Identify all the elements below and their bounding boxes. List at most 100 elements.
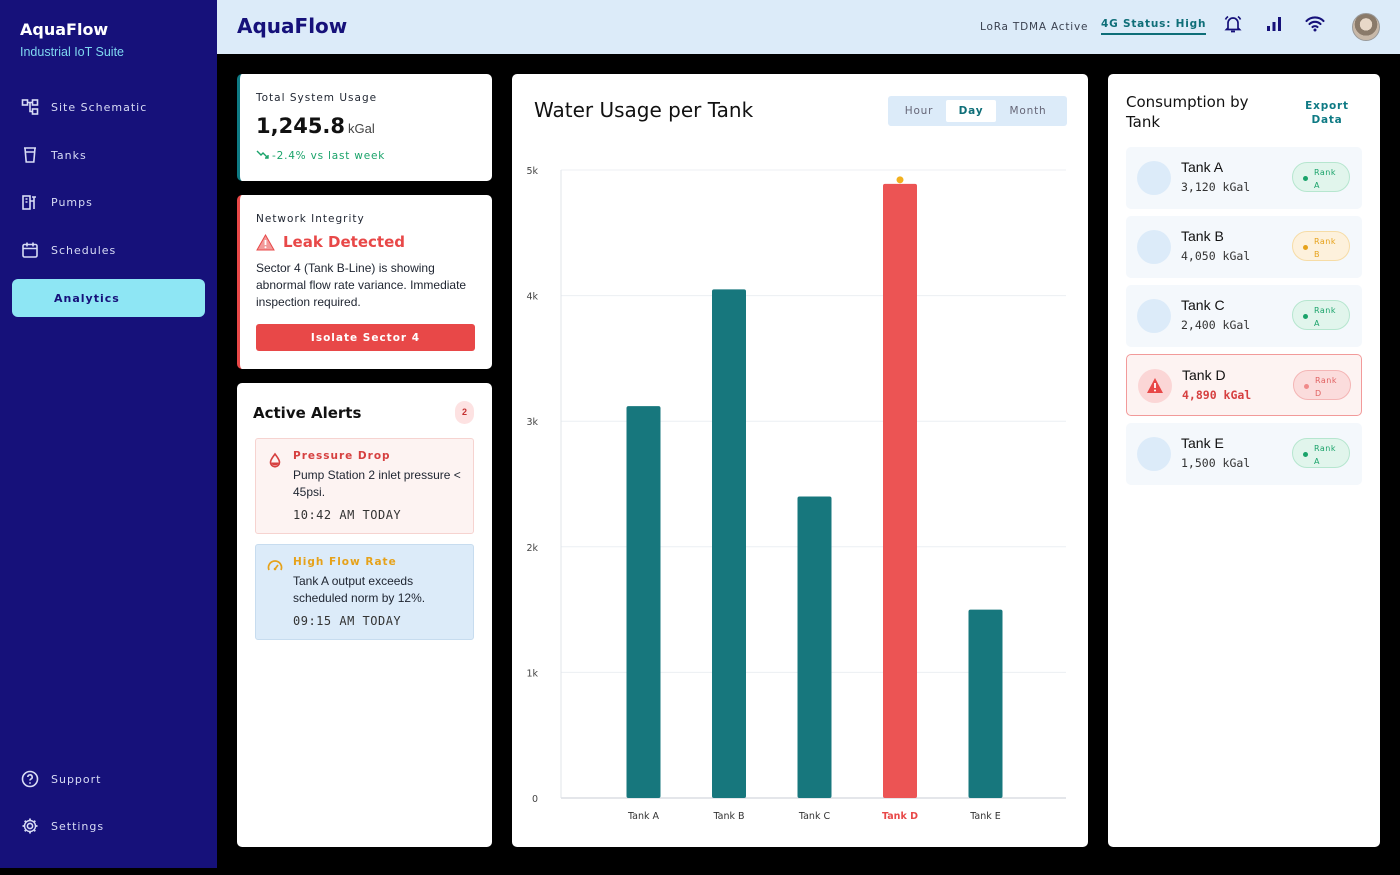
x-tick-label: Tank D: [882, 811, 918, 822]
trend-down-icon: [256, 150, 269, 159]
x-tick-label: Tank C: [798, 811, 831, 822]
tank-name: Tank A: [1181, 159, 1224, 175]
tank-value: 2,400 kGal: [1181, 318, 1251, 332]
alerts-count-badge: 2: [455, 401, 474, 424]
signal-icon[interactable]: [1264, 14, 1284, 34]
sidebar-item-pumps[interactable]: Pumps: [12, 183, 205, 221]
schematic-icon: [21, 99, 39, 115]
rank-badge: Rank A: [1292, 162, 1350, 192]
rank-word: Rank: [1314, 306, 1336, 315]
lora-status: LoRa TDMA Active: [980, 21, 1089, 33]
usage-number: 1,245.8: [256, 114, 346, 138]
alert-description: Pump Station 2 inlet pressure < 45psi.: [293, 468, 461, 499]
bar-chart: 0 1k 2k 3k 4k 5k Tank A Tank B Tank C Tank D Tank …: [526, 166, 1066, 822]
wifi-icon[interactable]: [1305, 14, 1325, 34]
rank-letter: D: [1315, 389, 1322, 398]
rank-badge: Rank A: [1292, 438, 1350, 468]
sidebar-item-label: Tanks: [51, 148, 87, 162]
gear-icon: [22, 818, 38, 834]
usage-unit: kGal: [348, 121, 375, 136]
alert-item-high-flow-rate[interactable]: High Flow Rate Tank A output exceeds sch…: [255, 544, 474, 640]
rank-badge: Rank A: [1292, 300, 1350, 330]
usage-trend: -2.4% vs last week: [256, 150, 385, 162]
y-tick-label: 4k: [526, 292, 538, 303]
y-tick-label: 2k: [526, 543, 538, 554]
network-integrity-card: Network Integrity Leak Detected Sector 4…: [237, 195, 492, 369]
tank-name: Tank C: [1181, 297, 1225, 313]
rank-badge: Rank B: [1292, 231, 1350, 261]
leak-title-text: Leak Detected: [283, 233, 405, 251]
avatar[interactable]: [1352, 13, 1380, 41]
alert-description: Tank A output exceeds scheduled norm by …: [293, 574, 426, 605]
tank-indicator: [1137, 230, 1171, 264]
y-tick-label: 5k: [526, 166, 538, 177]
sidebar-item-settings[interactable]: Settings: [12, 807, 205, 845]
sidebar-item-label: Analytics: [54, 291, 120, 305]
warning-icon: [1147, 378, 1163, 393]
alert-time: 09:15 AM TODAY: [293, 614, 402, 628]
tank-indicator: [1138, 369, 1172, 403]
y-tick-label: 1k: [526, 668, 538, 679]
usage-trend-text: -2.4% vs last week: [272, 150, 386, 162]
range-month-button[interactable]: Month: [1009, 105, 1047, 117]
range-selector: Hour Day Month: [888, 96, 1067, 126]
tank-value: 1,500 kGal: [1181, 456, 1251, 470]
brand-subtitle: Industrial IoT Suite: [20, 45, 124, 59]
pump-icon: [22, 195, 36, 210]
rank-dot: [1303, 452, 1308, 457]
bell-icon[interactable]: [1223, 14, 1243, 34]
bar: [883, 183, 917, 798]
total-usage-card: Total System Usage 1,245.8 kGal -2.4% vs …: [237, 74, 492, 181]
rank-badge: Rank D: [1293, 370, 1351, 400]
tank-row-d[interactable]: Tank D 4,890 kGal Rank D: [1126, 354, 1362, 416]
sidebar-item-label: Pumps: [51, 195, 93, 209]
sidebar-item-site-schematic[interactable]: Site Schematic: [12, 88, 205, 126]
page-title: AquaFlow: [237, 14, 348, 38]
rank-dot: [1303, 176, 1308, 181]
network-integrity-label: Network Integrity: [256, 213, 365, 225]
tank-name: Tank B: [1181, 228, 1224, 244]
alert-title: Pressure Drop: [293, 450, 391, 462]
sidebar: AquaFlow Industrial IoT Suite Site Schem…: [0, 0, 217, 868]
consumption-card: Consumption by Tank Export Data Tank A 3…: [1108, 74, 1380, 847]
y-tick-label: 0: [532, 794, 538, 805]
sidebar-item-label: Support: [51, 772, 102, 786]
active-alerts-card: Active Alerts 2 Pressure Drop Pump Stati…: [237, 383, 492, 847]
tank-value: 4,890 kGal: [1182, 388, 1252, 402]
tank-indicator: [1137, 161, 1171, 195]
export-data-link[interactable]: Export Data: [1305, 100, 1349, 126]
4g-status-link[interactable]: 4G Status: High: [1101, 18, 1207, 35]
tank-value: 3,120 kGal: [1181, 180, 1251, 194]
brand: AquaFlow Industrial IoT Suite: [20, 20, 124, 59]
x-tick-label: Tank A: [627, 811, 660, 822]
tank-name: Tank E: [1181, 435, 1224, 451]
sidebar-item-support[interactable]: Support: [12, 760, 205, 798]
tank-indicator: [1137, 437, 1171, 471]
chart-title: Water Usage per Tank: [534, 98, 754, 122]
leak-alert-title: Leak Detected: [256, 233, 405, 251]
total-usage-value: 1,245.8 kGal: [256, 114, 375, 138]
alerts-title: Active Alerts: [253, 404, 362, 422]
brand-title: AquaFlow: [20, 20, 109, 39]
range-hour-button[interactable]: Hour: [904, 105, 934, 117]
sidebar-item-schedules[interactable]: Schedules: [12, 231, 205, 269]
isolate-sector-button[interactable]: Isolate Sector 4: [256, 324, 475, 351]
tank-row-a[interactable]: Tank A 3,120 kGal Rank A: [1126, 147, 1362, 209]
tank-row-c[interactable]: Tank C 2,400 kGal Rank A: [1126, 285, 1362, 347]
drop-icon: [269, 452, 281, 468]
range-day-button[interactable]: Day: [946, 100, 996, 122]
leak-description: Sector 4 (Tank B-Line) is showing abnorm…: [256, 261, 467, 309]
tank-value: 4,050 kGal: [1181, 249, 1251, 263]
sidebar-item-analytics[interactable]: Analytics: [12, 279, 205, 317]
alert-time: 10:42 AM TODAY: [293, 508, 402, 522]
alert-item-pressure-drop[interactable]: Pressure Drop Pump Station 2 inlet press…: [255, 438, 474, 534]
tank-row-b[interactable]: Tank B 4,050 kGal Rank B: [1126, 216, 1362, 278]
tank-row-e[interactable]: Tank E 1,500 kGal Rank A: [1126, 423, 1362, 485]
top-header: AquaFlow LoRa TDMA Active 4G Status: Hig…: [217, 0, 1400, 54]
sidebar-item-tanks[interactable]: Tanks: [12, 136, 205, 174]
tank-icon: [24, 147, 36, 163]
gauge-icon: [267, 560, 283, 571]
rank-letter: A: [1314, 319, 1320, 328]
sidebar-item-label: Schedules: [51, 243, 117, 257]
